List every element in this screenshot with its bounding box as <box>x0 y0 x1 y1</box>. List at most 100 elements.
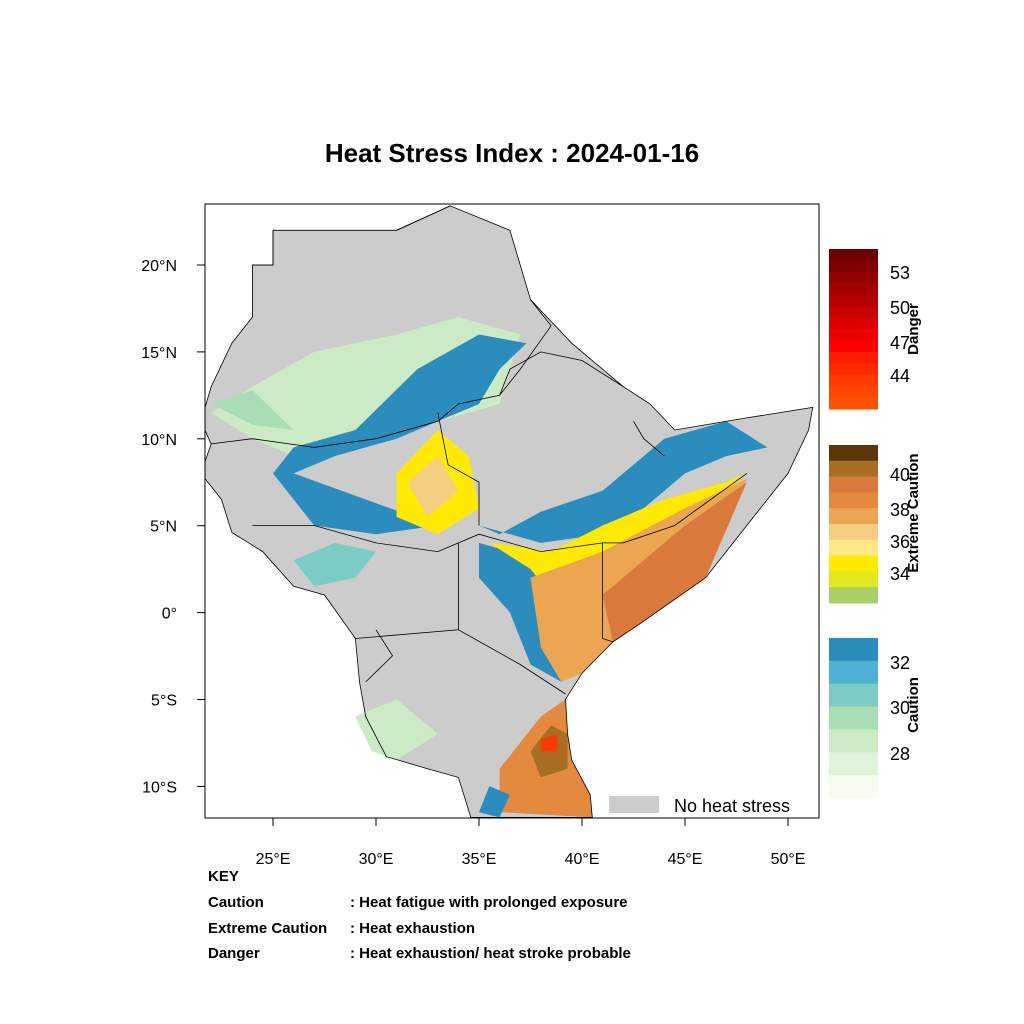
heat-stress-region <box>293 542 376 587</box>
country-border <box>211 299 552 448</box>
colorbar-title: Caution <box>905 677 922 733</box>
colorbar-swatch <box>829 476 878 493</box>
key-desc: : Heat exhaustion/ heat stroke probable <box>350 945 631 962</box>
colorbar-danger: 53 50 47 44 Danger <box>829 249 922 410</box>
colorbar-swatch <box>829 340 878 353</box>
country-border <box>458 629 566 695</box>
y-axis: 20°N 15°N 10°N 5°N 0° 5°S 10°S <box>141 258 205 796</box>
heat-stress-region <box>479 542 562 682</box>
key-desc: : Heat exhaustion <box>350 920 476 937</box>
y-tick-label: 5°S <box>151 693 177 710</box>
no-heat-stress-swatch <box>609 796 659 813</box>
heat-stress-region <box>540 734 558 752</box>
colorbar-tick-label: 28 <box>890 744 910 764</box>
colorbar-tick-label: 50 <box>890 298 910 318</box>
colorbar-swatch <box>829 555 878 572</box>
x-tick-label: 25°E <box>256 851 291 868</box>
key-heading: KEY <box>208 868 239 885</box>
colorbar-swatch <box>829 660 878 685</box>
x-tick-label: 45°E <box>668 851 703 868</box>
country-border <box>602 542 614 643</box>
colorbar-swatch <box>829 752 878 776</box>
x-tick-label: 30°E <box>359 851 394 868</box>
country-border <box>633 421 665 457</box>
colorbar-swatch <box>829 775 878 799</box>
colorbar-swatch <box>829 508 878 525</box>
heat-stress-region <box>211 390 294 430</box>
colorbar-tick-label: 38 <box>890 500 910 520</box>
map-frame <box>204 203 820 819</box>
x-tick-label: 35°E <box>462 851 497 868</box>
colorbar-title: Danger <box>905 303 922 355</box>
colorbar-swatch <box>829 249 878 261</box>
key-row-extreme-caution: Extreme Caution : Heat exhaustion <box>208 920 475 937</box>
map-area <box>205 205 814 818</box>
colorbar-tick-label: 34 <box>890 564 910 584</box>
colorbar-title: Extreme Caution <box>905 453 922 572</box>
colorbar-tick-label: 40 <box>890 465 910 485</box>
colorbar-swatch <box>829 571 878 588</box>
country-border <box>437 412 480 526</box>
colorbar-tick-label: 53 <box>890 263 910 283</box>
colorbar-tick-label: 47 <box>890 333 910 353</box>
heat-stress-region <box>355 699 438 760</box>
y-tick-label: 10°S <box>142 779 177 796</box>
key-term: Caution <box>208 894 264 911</box>
colorbar-swatch <box>829 386 878 399</box>
y-tick-label: 15°N <box>141 345 177 362</box>
colorbar-tick-label: 32 <box>890 653 910 673</box>
heat-stress-region <box>479 421 768 543</box>
key-term: Danger <box>208 945 260 962</box>
colorbar-swatch <box>829 524 878 541</box>
no-heat-stress-label: No heat stress <box>674 796 790 816</box>
country-border <box>355 542 459 639</box>
colorbar-tick-label: 30 <box>890 698 910 718</box>
heat-stress-region <box>273 334 527 535</box>
coastline <box>205 205 814 818</box>
colorbar-swatch <box>829 363 878 376</box>
x-tick-label: 50°E <box>771 851 806 868</box>
colorbar-swatch <box>829 729 878 753</box>
country-border <box>499 351 624 396</box>
colorbar-swatch <box>829 351 878 364</box>
y-tick-label: 20°N <box>141 258 177 275</box>
colorbar-caution: 32 30 28 Caution <box>829 638 922 799</box>
colorbar-swatch <box>829 329 878 341</box>
heat-stress-region <box>479 786 510 818</box>
colorbar-tick-label: 44 <box>890 366 910 386</box>
colorbar-swatch <box>829 492 878 509</box>
colorbar-swatch <box>829 306 878 319</box>
key-desc: : Heat fatigue with prolonged exposure <box>350 894 628 911</box>
colorbar-swatch <box>829 638 878 662</box>
heat-stress-region <box>406 456 459 517</box>
country-border <box>252 230 274 266</box>
colorbar-swatch <box>829 587 878 604</box>
colorbar-swatch <box>829 706 878 730</box>
colorbar-swatch <box>829 260 878 273</box>
colorbar-swatch <box>829 317 878 330</box>
heat-stress-region <box>602 482 747 642</box>
y-tick-label: 0° <box>162 606 177 623</box>
x-axis: 25°E 30°E 35°E 40°E 45°E 50°E <box>256 818 806 868</box>
colorbar-swatch <box>829 445 878 462</box>
colorbar-swatch <box>829 683 878 708</box>
no-heat-stress-legend: No heat stress <box>609 796 790 816</box>
country-border <box>365 629 394 683</box>
colorbar-swatch <box>829 374 878 387</box>
heat-stress-region <box>489 473 747 595</box>
key-row-danger: Danger : Heat exhaustion/ heat stroke pro… <box>208 945 631 962</box>
key-row-caution: Caution : Heat fatigue with prolonged exp… <box>208 894 628 911</box>
colorbar-swatch <box>829 283 878 296</box>
key-term: Extreme Caution <box>208 920 328 937</box>
colorbar-swatch <box>829 271 878 284</box>
colorbar-tick-label: 36 <box>890 532 910 552</box>
x-tick-label: 40°E <box>565 851 600 868</box>
map-title: Heat Stress Index : 2024-01-16 <box>324 138 700 168</box>
country-border <box>252 473 748 553</box>
y-tick-label: 5°N <box>150 519 177 536</box>
colorbar-swatch <box>829 294 878 307</box>
